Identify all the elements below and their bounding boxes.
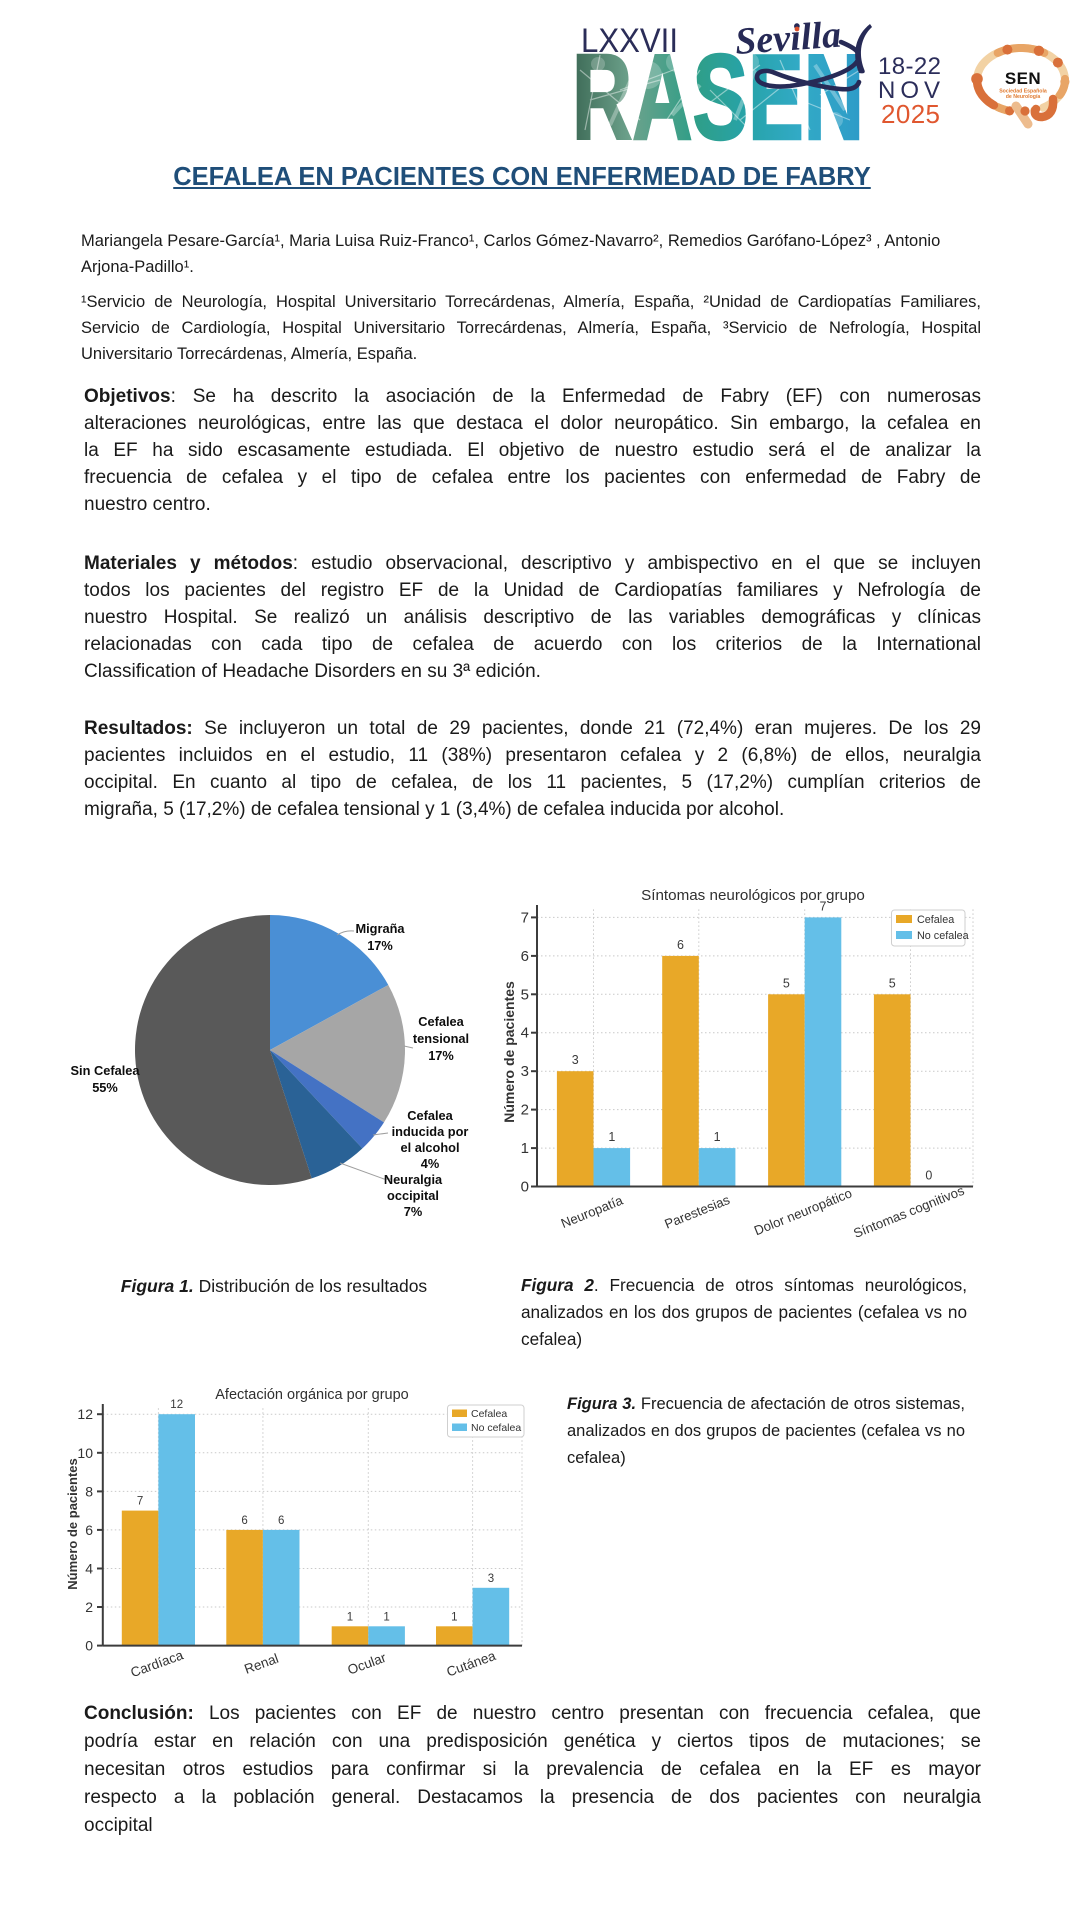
svg-text:Cardíaca: Cardíaca xyxy=(129,1647,186,1680)
svg-text:0: 0 xyxy=(925,1169,932,1183)
svg-text:Cefalea: Cefalea xyxy=(407,1108,453,1123)
svg-text:7: 7 xyxy=(137,1496,143,1508)
svg-text:Renal: Renal xyxy=(242,1651,280,1677)
svg-text:Dolor neuropático: Dolor neuropático xyxy=(752,1185,854,1238)
svg-text:Síntomas cognitivos: Síntomas cognitivos xyxy=(851,1183,966,1241)
svg-text:2: 2 xyxy=(521,1102,529,1119)
svg-text:Ocular: Ocular xyxy=(346,1650,389,1678)
svg-text:Cefalea: Cefalea xyxy=(471,1408,507,1420)
svg-text:7: 7 xyxy=(521,909,529,926)
svg-text:de Neurología: de Neurología xyxy=(1006,94,1041,100)
svg-text:3: 3 xyxy=(521,1063,529,1080)
svg-text:4: 4 xyxy=(521,1025,529,1042)
svg-text:18-22: 18-22 xyxy=(878,53,941,80)
svg-text:1: 1 xyxy=(451,1611,457,1623)
svg-text:No cefalea: No cefalea xyxy=(471,1422,521,1434)
svg-text:Número de pacientes: Número de pacientes xyxy=(65,1458,80,1590)
svg-text:7: 7 xyxy=(820,899,827,913)
svg-text:6: 6 xyxy=(278,1515,284,1527)
svg-text:2025: 2025 xyxy=(881,99,940,129)
svg-text:No cefalea: No cefalea xyxy=(917,930,969,942)
svg-text:7%: 7% xyxy=(404,1204,423,1219)
svg-text:Parestesias: Parestesias xyxy=(662,1192,732,1232)
svg-text:LXXVII: LXXVII xyxy=(581,22,678,60)
svg-text:occipital: occipital xyxy=(387,1188,439,1203)
svg-text:el alcohol: el alcohol xyxy=(400,1140,459,1155)
svg-text:55%: 55% xyxy=(92,1080,118,1095)
svg-text:4: 4 xyxy=(85,1561,93,1577)
svg-text:2: 2 xyxy=(85,1599,93,1615)
svg-text:Cefalea: Cefalea xyxy=(418,1014,464,1029)
svg-text:tensional: tensional xyxy=(413,1031,469,1046)
svg-text:5: 5 xyxy=(783,976,790,990)
svg-text:4%: 4% xyxy=(421,1156,440,1171)
svg-text:inducida por: inducida por xyxy=(392,1124,469,1139)
svg-text:5: 5 xyxy=(889,976,896,990)
svg-text:6: 6 xyxy=(241,1515,247,1527)
svg-text:Síntomas neurológicos por grup: Síntomas neurológicos por grupo xyxy=(641,887,865,904)
svg-text:8: 8 xyxy=(85,1483,93,1499)
svg-text:Cefalea: Cefalea xyxy=(917,914,954,926)
svg-text:0: 0 xyxy=(85,1638,93,1654)
svg-text:Sociedad Española: Sociedad Española xyxy=(999,89,1047,95)
svg-text:Número de pacientes: Número de pacientes xyxy=(501,981,517,1123)
svg-text:3: 3 xyxy=(572,1053,579,1067)
svg-text:10: 10 xyxy=(77,1445,93,1461)
svg-text:1: 1 xyxy=(608,1130,615,1144)
svg-text:17%: 17% xyxy=(428,1048,454,1063)
svg-text:1: 1 xyxy=(383,1611,389,1623)
svg-text:Cutánea: Cutánea xyxy=(445,1648,499,1680)
svg-text:6: 6 xyxy=(85,1522,93,1538)
svg-text:RASEN: RASEN xyxy=(572,29,864,165)
svg-text:6: 6 xyxy=(521,948,529,965)
svg-text:0: 0 xyxy=(521,1179,529,1196)
svg-text:Afectación orgánica por grupo: Afectación orgánica por grupo xyxy=(215,1387,408,1403)
svg-text:1: 1 xyxy=(521,1140,529,1157)
svg-text:Sevilla: Sevilla xyxy=(734,14,843,63)
svg-text:Neuropatía: Neuropatía xyxy=(559,1192,626,1231)
svg-text:NOV: NOV xyxy=(878,77,940,104)
svg-text:17%: 17% xyxy=(367,938,393,953)
svg-text:12: 12 xyxy=(170,1399,183,1411)
svg-text:1: 1 xyxy=(714,1130,721,1144)
svg-text:12: 12 xyxy=(77,1406,93,1422)
svg-text:Migraña: Migraña xyxy=(355,921,405,936)
svg-text:5: 5 xyxy=(521,986,529,1003)
svg-text:SEN: SEN xyxy=(1005,69,1041,88)
svg-text:6: 6 xyxy=(677,938,684,952)
svg-text:Neuralgia: Neuralgia xyxy=(384,1172,443,1187)
svg-text:1: 1 xyxy=(347,1611,353,1623)
svg-text:Sin Cefalea: Sin Cefalea xyxy=(71,1063,141,1078)
svg-text:3: 3 xyxy=(488,1573,494,1585)
